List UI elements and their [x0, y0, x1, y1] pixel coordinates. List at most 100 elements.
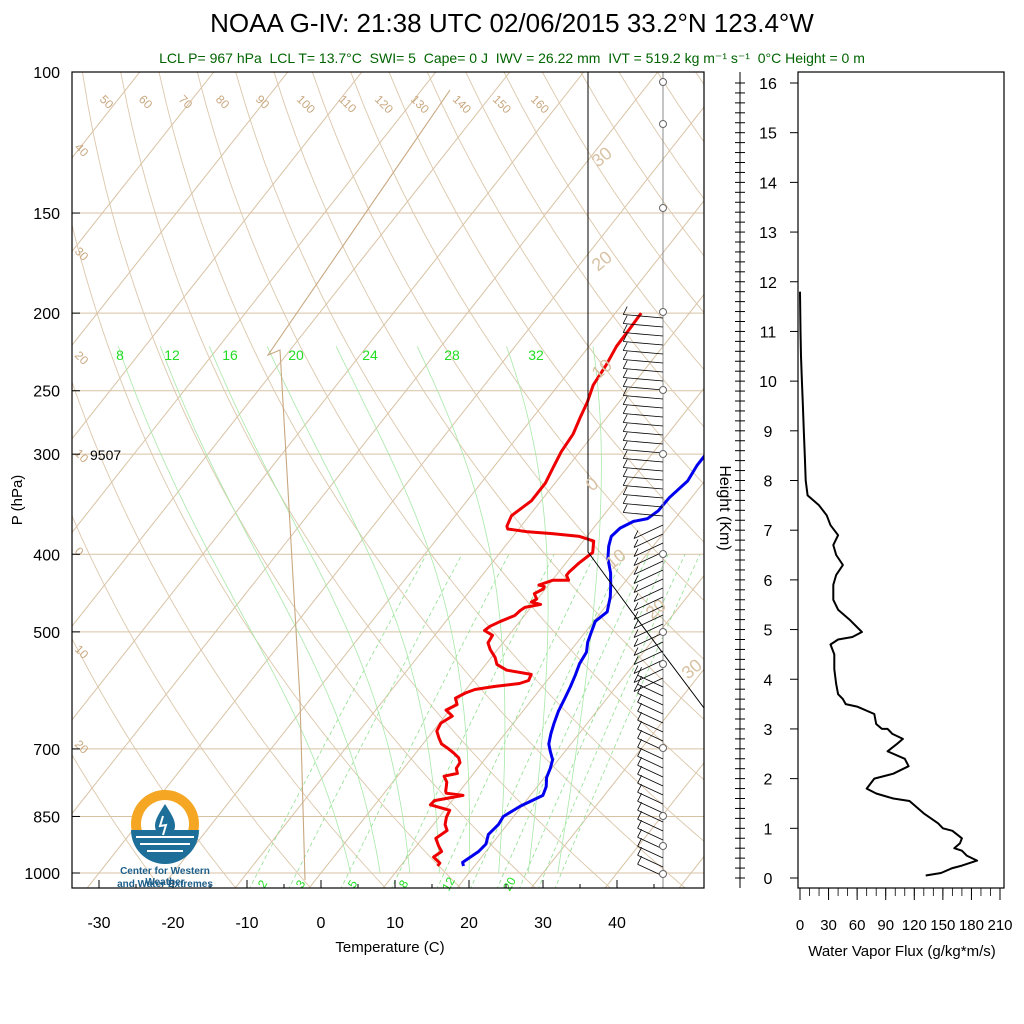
skewt-x-axis-label: Temperature (C) [335, 939, 444, 956]
wind-calm-circle [659, 842, 667, 850]
wind-barb-staff [623, 386, 664, 391]
moist-adiabat-line [208, 346, 411, 874]
dry-adiabat-line [426, 72, 704, 485]
y-tick-label: 150 [33, 206, 60, 223]
wind-barb-staff [637, 854, 664, 868]
wind-barb-flag [637, 811, 642, 820]
height-tick-label: 12 [759, 275, 777, 292]
wind-barb-staff [633, 659, 664, 674]
isotherm-line [72, 72, 363, 440]
wind-barb-flag [622, 468, 628, 477]
skewt-series [428, 312, 704, 867]
station-annotation: 9507 [90, 447, 121, 463]
wind-barb-staff [623, 332, 664, 337]
wind-barb-staff [637, 773, 664, 787]
wind-barb-staff [623, 377, 664, 382]
dewpoint-line [428, 312, 643, 867]
wind-calm-circle [659, 308, 667, 316]
wind-barb-flag [622, 396, 628, 405]
wind-barb-flag [633, 629, 639, 638]
wind-barb-flag [637, 676, 642, 685]
mixing-ratio-line [340, 554, 510, 888]
wind-barb-flag [637, 829, 642, 838]
height-tick-label: 15 [759, 126, 777, 143]
wind-barb-flag [622, 432, 628, 441]
x-tick-label: 40 [608, 915, 626, 932]
wind-barb-staff [637, 845, 664, 859]
dry-adiabat-line [235, 72, 704, 781]
wind-barb-flag [633, 611, 639, 620]
logo-text-line2: and Water Extremes [117, 879, 213, 890]
height-tick-label: 4 [764, 672, 773, 689]
dry-adiabat-line [196, 72, 704, 842]
wind-calm-circle [659, 870, 667, 878]
height-tick-label: 14 [759, 175, 777, 192]
dry-adiabat-line [72, 514, 312, 888]
parcel-path-line [266, 89, 451, 881]
moist-adiabat-line [159, 346, 381, 874]
wind-barb-flag [633, 566, 639, 575]
wind-barb-flag [622, 324, 628, 333]
logo-text-line1: Center for Western Weather [120, 866, 210, 888]
wind-barb-flag [633, 638, 639, 647]
wind-barb-flag [622, 441, 628, 450]
wind-barb-staff [633, 542, 664, 557]
wind-barb-flag [637, 667, 642, 676]
x-tick-label: -10 [235, 915, 258, 932]
wind-barb-flag [637, 766, 642, 775]
wind-barb-staff [623, 359, 664, 364]
moist-adiabat-line [335, 346, 470, 874]
wind-barb-flag [637, 784, 642, 793]
mixing-ratio-line [249, 554, 427, 888]
flux-x-axis-label: Water Vapor Flux (g/kg*m/s) [808, 943, 996, 960]
wind-barb-staff [633, 623, 664, 638]
wind-barb-staff [623, 494, 664, 499]
wind-barb-staff [623, 413, 664, 418]
wind-barb-flag [622, 423, 628, 432]
mixing-ratio-line [436, 554, 596, 888]
skewt-y-axis-label: P (hPa) [9, 475, 26, 526]
isotherm-line [72, 72, 215, 253]
wind-barb-staff [633, 605, 664, 620]
height-tick-label: 3 [764, 722, 773, 739]
wind-barb-staff [637, 863, 664, 877]
mixing-ratio-line [470, 554, 626, 888]
wind-barb-staff [633, 641, 664, 656]
wind-barb-staff [637, 791, 664, 805]
y-tick-label: 100 [33, 65, 60, 82]
isotherm-line [456, 574, 704, 888]
mixing-ratio-label: 16 [222, 347, 238, 363]
height-tick-label: 9 [764, 424, 773, 441]
wind-barb-flag [637, 847, 642, 856]
isotherm-line [382, 481, 704, 888]
wind-barb-flag [622, 306, 628, 315]
wind-barb-flag [622, 315, 628, 324]
flux-series [799, 291, 979, 877]
wind-barb-staff [637, 701, 664, 715]
wind-barb-flag [622, 378, 628, 387]
swi-value: SWI= 5 [369, 50, 416, 66]
height-tick-label: 5 [764, 623, 773, 640]
wind-calm-circle [659, 120, 667, 128]
wind-barb-flag [637, 793, 642, 802]
wind-barb-staff [623, 431, 664, 436]
wind-barb-flag [633, 548, 639, 557]
x-tick-label: -30 [87, 915, 110, 932]
wind-barb-flag [637, 730, 642, 739]
wind-barb-staff [633, 668, 664, 683]
flux-tick-label: 210 [987, 917, 1012, 934]
logo-emblem-icon [131, 790, 199, 864]
wind-barb-flag [633, 575, 639, 584]
wind-barb-staff [623, 440, 664, 445]
wind-barb-staff [623, 476, 664, 481]
ivt-value: IVT = 519.2 kg m⁻¹ s⁻¹ [608, 50, 750, 66]
mixing-ratio-line [391, 554, 555, 888]
wind-barb-staff [623, 341, 664, 346]
dry-adiabat-line [120, 72, 611, 888]
wind-barb-flag [633, 665, 639, 674]
mixing-ratio-label: 20 [288, 347, 304, 363]
flux-tick-label: 180 [959, 917, 984, 934]
isotherm-line [308, 387, 704, 888]
wind-barb-staff [637, 782, 664, 796]
